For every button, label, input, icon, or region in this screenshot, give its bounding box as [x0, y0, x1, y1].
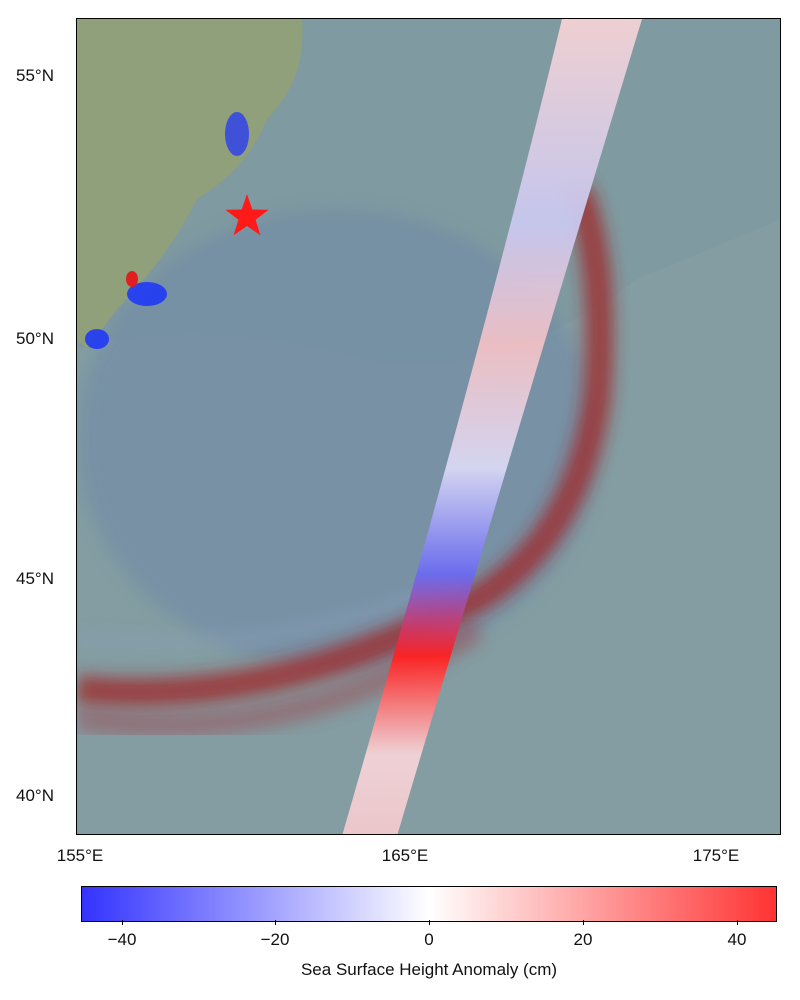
colorbar-tick: −40: [107, 930, 137, 949]
lat-label: 40°N: [16, 786, 54, 805]
colorbar-tick: 0: [424, 930, 434, 949]
colorbar-tick: −20: [260, 930, 290, 949]
colorbar-tick: 20: [573, 930, 593, 949]
colorbar-label: Sea Surface Height Anomaly (cm): [300, 960, 558, 979]
lat-label: 45°N: [16, 569, 54, 588]
map-panel: [76, 18, 781, 835]
lat-label: 50°N: [16, 329, 54, 348]
satellite-swath: [342, 19, 642, 834]
tsunami-wavefront: [77, 183, 614, 707]
lon-label: 175°E: [692, 846, 740, 865]
lon-label: 165°E: [381, 846, 429, 865]
lat-label: 55°N: [16, 66, 54, 85]
colorbar: [81, 886, 777, 922]
kamchatka-land: [77, 19, 303, 349]
epicenter-star-icon: [225, 194, 269, 236]
colorbar-tick: 40: [727, 930, 747, 949]
lon-label: 155°E: [56, 846, 104, 865]
